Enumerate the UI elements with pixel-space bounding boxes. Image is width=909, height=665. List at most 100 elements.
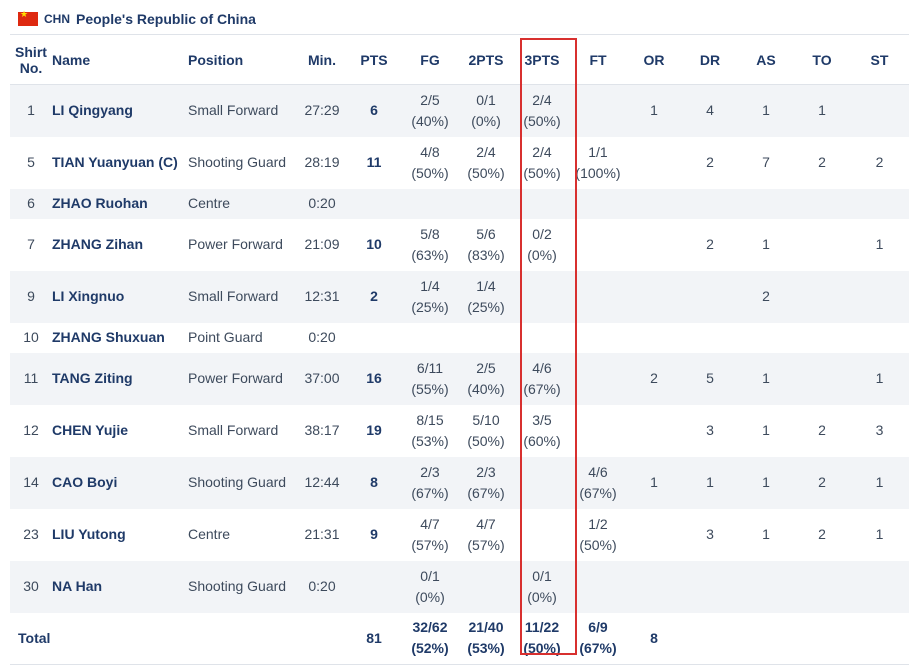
- points: 10: [366, 236, 382, 252]
- minutes: 12:44: [298, 456, 346, 509]
- player-name[interactable]: NA Han: [52, 560, 188, 613]
- minutes: 12:31: [298, 270, 346, 323]
- field-goals: 6/11 (55%): [402, 352, 458, 405]
- player-name[interactable]: ZHANG Shuxuan: [52, 329, 165, 345]
- shirt-number: 10: [23, 329, 39, 345]
- player-name[interactable]: LIU Yutong: [52, 526, 126, 542]
- player-name[interactable]: CAO Boyi: [52, 456, 188, 509]
- three-pointers: [514, 188, 570, 219]
- defensive-rebounds: 1: [682, 456, 738, 509]
- turnovers: 1: [794, 84, 850, 137]
- three-pointers: 0/1 (0%): [514, 560, 570, 613]
- offensive-rebounds: [626, 270, 682, 323]
- col-pts[interactable]: PTS: [346, 34, 402, 85]
- three-pointers: 2/4 (50%): [523, 143, 561, 181]
- two-pointers: 5/10 (50%): [467, 411, 505, 449]
- turnovers: [794, 352, 850, 405]
- free-throws: [570, 84, 626, 137]
- col-position[interactable]: Position: [188, 34, 298, 85]
- defensive-rebounds: 3: [706, 422, 714, 438]
- defensive-rebounds: 4: [682, 84, 738, 137]
- shirt-number: 14: [10, 456, 52, 509]
- offensive-rebounds: 1: [626, 456, 682, 509]
- player-name[interactable]: ZHANG Zihan: [52, 236, 143, 252]
- turnovers: 2: [818, 154, 826, 170]
- player-row[interactable]: 5 TIAN Yuanyuan (C) Shooting Guard 28:19 11 4…: [10, 137, 909, 189]
- col-as[interactable]: AS: [738, 34, 794, 85]
- shirt-number: 7: [27, 236, 35, 252]
- assists: 7: [762, 154, 770, 170]
- three-pointers: [514, 456, 570, 509]
- field-goals: 4/8 (50%): [411, 143, 449, 181]
- offensive-rebounds: [626, 509, 682, 561]
- total-to: [794, 612, 850, 665]
- player-row[interactable]: 7 ZHANG Zihan Power Forward 21:09 10 5/8 (63%)…: [10, 219, 909, 271]
- turnovers: [794, 188, 850, 219]
- team-code: CHN: [44, 12, 70, 26]
- player-row[interactable]: 9 LI Xingnuo Small Forward 12:31 2 1/4 (25%) 1/…: [10, 270, 909, 323]
- minutes: 0:20: [308, 329, 336, 345]
- three-pointers: 4/6 (67%): [514, 352, 570, 405]
- offensive-rebounds: [626, 188, 682, 219]
- assists: 1: [738, 84, 794, 137]
- player-position: Power Forward: [188, 236, 283, 252]
- col-2pts[interactable]: 2PTS: [458, 34, 514, 85]
- two-pointers: [458, 188, 514, 219]
- player-row[interactable]: 30 NA Han Shooting Guard 0:20 0/1 (0%) 0/1 (0%): [10, 560, 909, 613]
- points: [346, 560, 402, 613]
- defensive-rebounds: 2: [706, 236, 714, 252]
- minutes: 27:29: [298, 84, 346, 137]
- col-fg[interactable]: FG: [402, 34, 458, 85]
- player-row[interactable]: 11 TANG Ziting Power Forward 37:00 16 6/11 (55…: [10, 352, 909, 405]
- points: [346, 323, 402, 353]
- player-name[interactable]: CHEN Yujie: [52, 422, 128, 438]
- player-row[interactable]: 10 ZHANG Shuxuan Point Guard 0:20: [10, 323, 909, 353]
- free-throws: [570, 560, 626, 613]
- total-2pts: 21/40 (53%): [458, 612, 514, 665]
- assists: 1: [762, 526, 770, 542]
- offensive-rebounds: [626, 405, 682, 457]
- shirt-number: 11: [10, 352, 52, 405]
- player-row[interactable]: 12 CHEN Yujie Small Forward 38:17 19 8/15 (53%…: [10, 405, 909, 457]
- points: [346, 188, 402, 219]
- col-or[interactable]: OR: [626, 34, 682, 85]
- free-throws: [570, 219, 626, 271]
- player-position: Power Forward: [188, 352, 298, 405]
- defensive-rebounds: [682, 188, 738, 219]
- field-goals: 4/7 (57%): [411, 515, 449, 553]
- col-dr[interactable]: DR: [682, 34, 738, 85]
- minutes: 21:31: [304, 526, 340, 542]
- three-pointers: [514, 509, 570, 561]
- player-row[interactable]: 23 LIU Yutong Centre 21:31 9 4/7 (57%) 4/7 (57%)…: [10, 509, 909, 561]
- col-ft[interactable]: FT: [570, 34, 626, 85]
- total-3pts: 11/22 (50%): [514, 612, 570, 665]
- col-min[interactable]: Min.: [298, 34, 346, 85]
- player-row[interactable]: 1 LI Qingyang Small Forward 27:29 6 2/5 (40%) 0…: [10, 84, 909, 137]
- steals: 1: [850, 456, 909, 509]
- player-name[interactable]: TANG Ziting: [52, 352, 188, 405]
- col-name[interactable]: Name: [52, 34, 188, 85]
- two-pointers: 2/5 (40%): [458, 352, 514, 405]
- col-shirt-no[interactable]: Shirt No.: [10, 34, 52, 85]
- offensive-rebounds: [626, 219, 682, 271]
- shirt-number: 12: [23, 422, 39, 438]
- shirt-number: 23: [23, 526, 39, 542]
- col-3pts[interactable]: 3PTS: [514, 34, 570, 85]
- defensive-rebounds: 2: [706, 154, 714, 170]
- player-name[interactable]: LI Qingyang: [52, 84, 188, 137]
- col-st[interactable]: ST: [850, 34, 909, 85]
- player-position: Shooting Guard: [188, 154, 287, 170]
- player-name[interactable]: LI Xingnuo: [52, 270, 188, 323]
- player-name[interactable]: ZHAO Ruohan: [52, 188, 188, 219]
- player-row[interactable]: 6 ZHAO Ruohan Centre 0:20: [10, 188, 909, 219]
- minutes: 0:20: [298, 188, 346, 219]
- assists: 1: [738, 352, 794, 405]
- player-row[interactable]: 14 CAO Boyi Shooting Guard 12:44 8 2/3 (67%) 2/…: [10, 456, 909, 509]
- free-throws: [570, 352, 626, 405]
- turnovers: 2: [818, 526, 826, 542]
- total-row: Total 81 32/62 (52%) 21/40 (53%) 11/22 (50%…: [10, 612, 909, 665]
- col-to[interactable]: TO: [794, 34, 850, 85]
- player-name[interactable]: TIAN Yuanyuan (C): [52, 154, 178, 170]
- points: 9: [370, 526, 378, 542]
- minutes: 21:09: [304, 236, 340, 252]
